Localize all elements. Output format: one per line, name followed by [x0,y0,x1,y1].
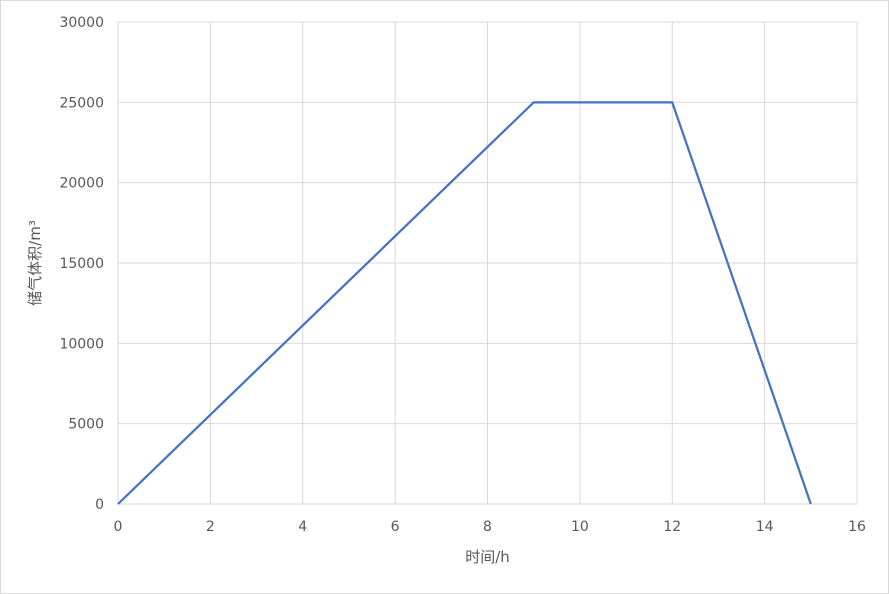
x-tick-label: 4 [298,519,307,535]
x-tick-label: 10 [571,519,589,535]
y-axis-title: 储气体积/m³ [26,220,44,306]
x-tick-label: 6 [391,519,400,535]
y-tick-label: 10000 [59,336,104,352]
x-tick-label: 0 [114,519,123,535]
x-tick-label: 2 [206,519,215,535]
x-tick-label: 16 [848,519,866,535]
plot-area [117,101,812,505]
y-tick-label: 25000 [59,95,104,111]
y-tick-label: 0 [95,497,104,513]
x-tick-label: 14 [756,519,774,535]
y-tick-label: 15000 [59,256,104,272]
series-line [117,101,812,505]
x-tick-label: 12 [663,519,681,535]
x-tick-label: 8 [483,519,492,535]
y-tick-label: 5000 [68,417,104,433]
x-axis-title: 时间/h [465,548,510,566]
y-tick-label: 20000 [59,176,104,192]
y-tick-label: 30000 [59,15,104,31]
tick-labels: 0 5000 10000 15000 20000 25000 30000 0 2 4 6 8 10 12 1… [59,15,866,535]
grid [117,21,858,505]
